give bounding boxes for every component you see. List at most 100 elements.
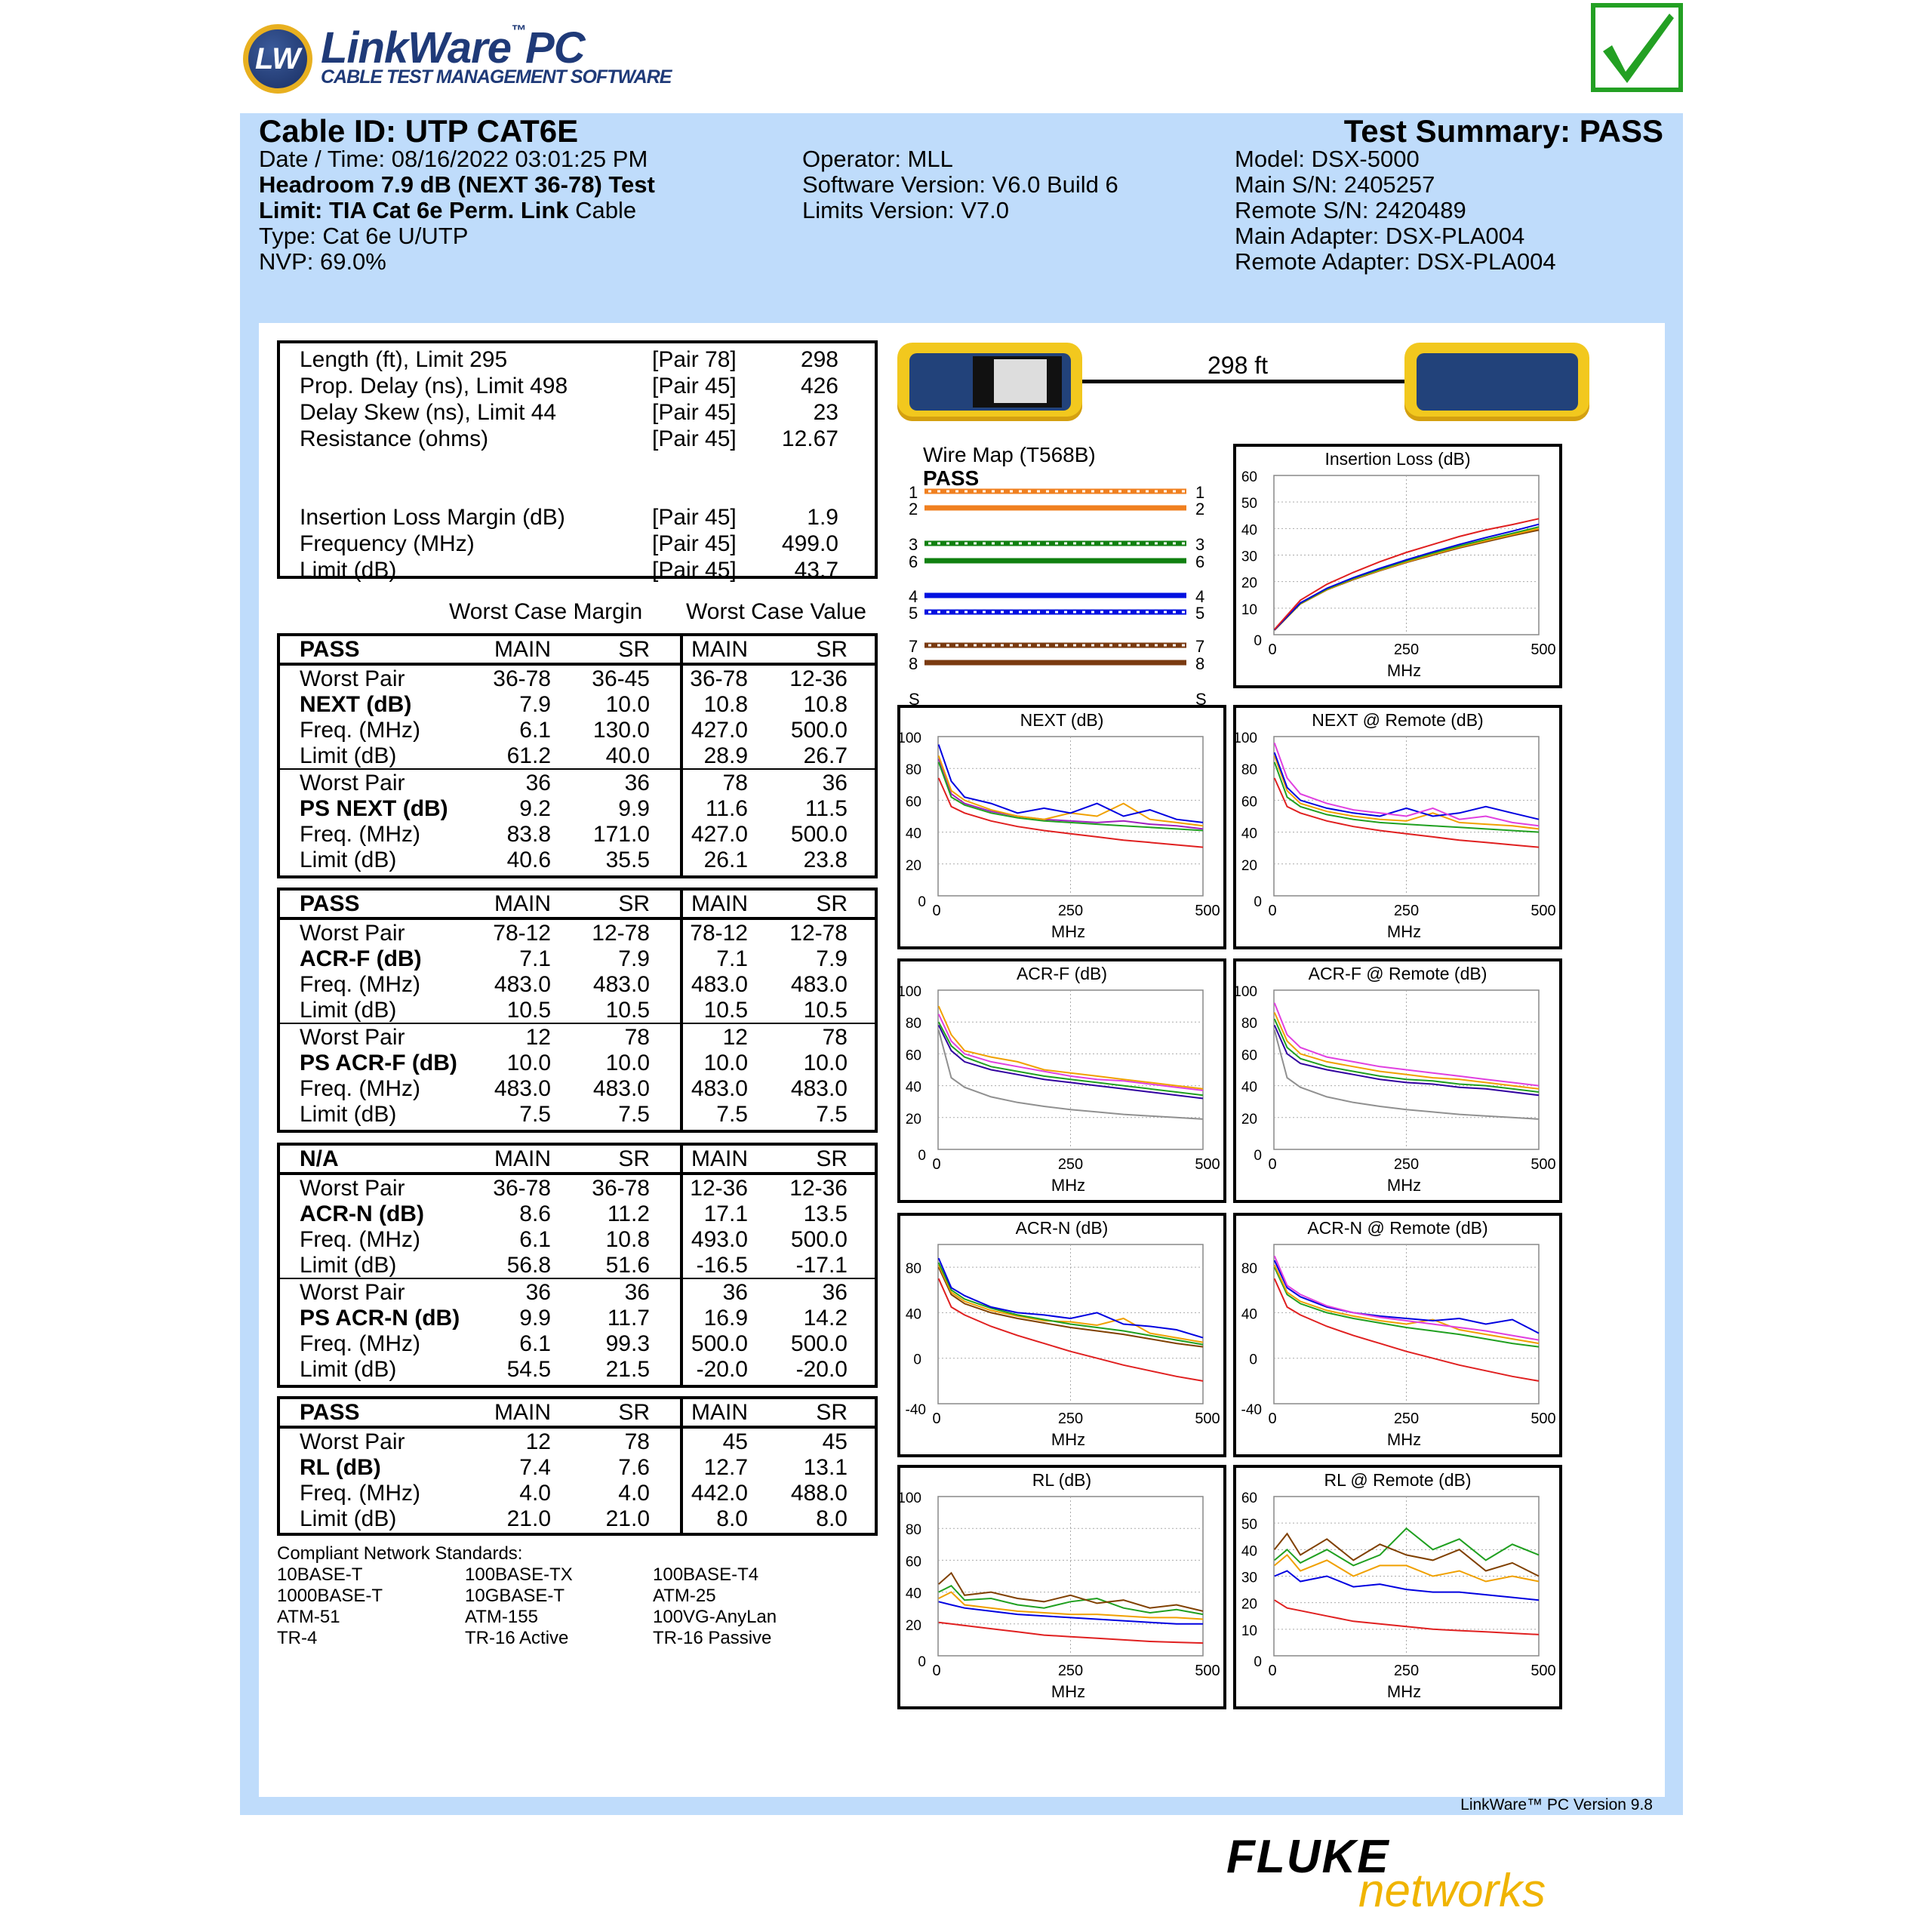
x-tick-label: 250	[1394, 1663, 1419, 1679]
summary-value: 43.7	[794, 558, 838, 583]
row-label: Worst Pair	[300, 921, 405, 946]
summary-pair: [Pair 45]	[652, 426, 737, 451]
column-header: MAIN	[691, 1400, 748, 1425]
table-cell: 7.5	[716, 1102, 748, 1127]
y-tick-label: 80	[1241, 762, 1257, 778]
x-axis-label: MHz	[1387, 1430, 1421, 1449]
header-info-text: Limits Version: V7.0	[802, 197, 1009, 223]
x-tick-label: 0	[1268, 641, 1276, 658]
results-table: PASS MAIN SR MAIN SR Worst Pair 12 78 45 45 RL (dB…	[277, 1396, 878, 1536]
x-axis-label: MHz	[1051, 1176, 1085, 1195]
table-cell: 10.5	[506, 998, 551, 1023]
table-row: Limit (dB) 10.5 10.5 10.5 10.5	[280, 997, 875, 1023]
x-tick-label: 250	[1058, 903, 1083, 919]
row-label: ACR-F (dB)	[300, 946, 422, 971]
table-cell: 8.0	[716, 1506, 748, 1531]
table-cell: 28.9	[703, 743, 748, 768]
table-cell: 36	[722, 1280, 748, 1305]
summary-row: Frequency (MHz) [Pair 45] 499.0	[280, 531, 875, 557]
table-cell: 36-78	[690, 666, 748, 691]
table-cell: 12-36	[789, 1176, 848, 1201]
series-line	[1273, 1018, 1540, 1093]
table-cell: 9.2	[519, 796, 551, 821]
x-tick-label: 250	[1394, 641, 1419, 658]
y-tick-label: 100	[897, 1491, 921, 1506]
table-cell: 10.0	[605, 692, 650, 717]
compliant-standards: Compliant Network Standards: 10BASE-T 100B…	[277, 1543, 777, 1648]
table-row: Limit (dB) 61.2 40.0 28.9 26.7	[280, 743, 875, 769]
header-info-line: Type: Cat 6e U/UTP	[259, 223, 655, 249]
x-tick-label: 0	[932, 1663, 940, 1679]
table-cell: 483.0	[592, 972, 650, 997]
summary-pair: [Pair 45]	[652, 531, 737, 556]
series-line	[937, 755, 1204, 827]
table-cell: 13.5	[803, 1201, 848, 1226]
summary-label: Insertion Loss Margin (dB)	[300, 505, 565, 530]
x-tick-label: 500	[1531, 903, 1555, 919]
y-tick-label: 0	[1254, 894, 1262, 910]
table-row: Limit (dB) 40.6 35.5 26.1 23.8	[280, 847, 875, 873]
worst-case-value-label: Worst Case Value	[686, 599, 866, 624]
y-tick-label: 0	[918, 1654, 926, 1670]
x-tick-label: 500	[1531, 1663, 1555, 1679]
chart-title: ACR-F @ Remote (dB)	[1309, 964, 1487, 983]
table-cell: 11.6	[705, 796, 748, 821]
table-row: Limit (dB) 21.0 21.0 8.0 8.0	[280, 1506, 875, 1532]
table-cell: 36	[624, 1280, 650, 1305]
series-line	[937, 1029, 1204, 1120]
table-cell: 36-45	[592, 666, 650, 691]
x-tick-label: 500	[1531, 641, 1555, 658]
chart-next: NEXT (dB) 0 20 40 60 80 100 0 250 500 MHz	[897, 705, 1226, 949]
table-cell: 427.0	[691, 718, 748, 743]
table-row: Limit (dB) 7.5 7.5 7.5 7.5	[280, 1101, 875, 1128]
chart-acrf: ACR-F (dB) 0 20 40 60 80 100 0 250 500 MHz	[897, 958, 1226, 1203]
table-cell: 7.9	[816, 946, 848, 971]
header-info-text: Main S/N: 2405257	[1235, 171, 1435, 198]
table-cell: 7.6	[618, 1455, 650, 1480]
series-line	[1273, 1002, 1540, 1087]
worst-case-margin-label: Worst Case Margin	[449, 599, 643, 624]
table-cell: 12	[722, 1025, 748, 1050]
chart-title: Insertion Loss (dB)	[1324, 449, 1470, 469]
column-header: SR	[618, 891, 650, 916]
y-tick-label: 60	[906, 794, 921, 810]
series-line	[1273, 1264, 1540, 1345]
header-info-text: NVP: 69.0%	[259, 248, 386, 275]
summary-value: 426	[800, 374, 838, 398]
table-row: Worst Pair 36 36 78 36	[280, 770, 875, 796]
row-label: PS NEXT (dB)	[300, 796, 448, 821]
x-tick-label: 0	[1268, 903, 1276, 919]
table-cell: 7.5	[816, 1102, 848, 1127]
table-row: ACR-N (dB) 8.6 11.2 17.1 13.5	[280, 1201, 875, 1227]
column-header: SR	[816, 1400, 848, 1425]
table-divider	[680, 636, 683, 875]
table-cell: 78	[822, 1025, 848, 1050]
standard-item: 100BASE-T4	[653, 1564, 759, 1585]
y-tick-label: 60	[906, 1048, 921, 1063]
table-cell: 7.9	[618, 946, 650, 971]
table-cell: 7.5	[519, 1102, 551, 1127]
table-header-row: PASS MAIN SR MAIN SR	[280, 636, 875, 663]
x-tick-label: 500	[1195, 1663, 1220, 1679]
x-axis-label: MHz	[1051, 1430, 1085, 1449]
wire-map-title: Wire Map (T568B)	[923, 443, 1096, 466]
table-cell: 483.0	[592, 1076, 650, 1101]
row-label: Limit (dB)	[300, 1357, 397, 1382]
summary-row: Length (ft), Limit 295 [Pair 78] 298	[280, 346, 875, 373]
column-header: SR	[816, 1146, 848, 1171]
table-row: Limit (dB) 56.8 51.6 -16.5 -17.1	[280, 1252, 875, 1278]
row-label: Worst Pair	[300, 666, 405, 691]
header-info-text: Remote S/N: 2420489	[1235, 197, 1466, 223]
series-line	[937, 1278, 1204, 1382]
table-status: PASS	[300, 637, 360, 662]
y-tick-label: 80	[906, 1016, 921, 1032]
table-cell: 12.7	[703, 1455, 748, 1480]
table-cell: 10.5	[605, 998, 650, 1023]
y-tick-label: 30	[1241, 549, 1257, 565]
table-cell: 56.8	[506, 1253, 551, 1278]
chart-next-r: NEXT @ Remote (dB) 0 20 40 60 80 100 0 250 500 MHz	[1233, 705, 1562, 949]
pin-right: 2	[1195, 500, 1204, 518]
table-divider	[680, 891, 683, 1130]
x-tick-label: 0	[932, 1411, 940, 1427]
